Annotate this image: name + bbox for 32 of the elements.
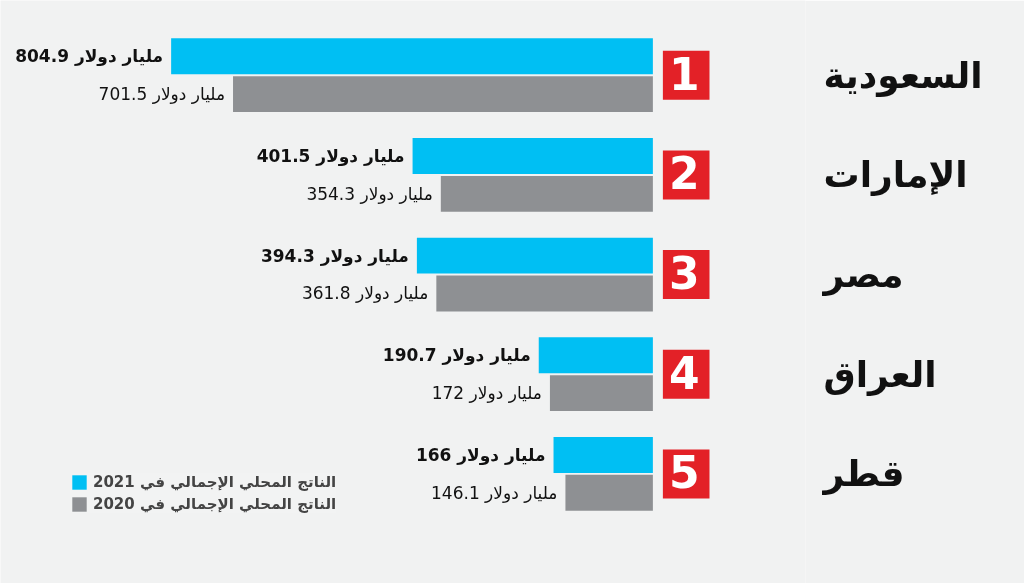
annotation: 1 [668,48,700,100]
data-label: 401.5 مليار دولار [256,145,405,167]
y-tick-label: الإمارات [823,154,968,197]
bar [565,474,653,511]
y-tick-label: العراق [823,353,937,396]
bar [440,175,653,212]
annotation: 2 [668,148,700,200]
annotation: 3 [668,248,700,300]
y-tick-label: مصر [821,254,904,297]
data-label: 354.3 مليار دولار [306,183,433,204]
bar [233,76,653,113]
bar [436,275,653,312]
data-label: 361.8 مليار دولار [301,283,429,304]
y-tick-label: قطر [821,453,905,496]
bar [171,38,653,75]
data-label: 172 مليار دولار [431,383,542,404]
legend-label: الناتج المحلي الإجمالي في 2020 [93,495,337,513]
data-label: 804.9 مليار دولار [15,46,164,68]
annotation: 5 [668,447,700,499]
data-label: 701.5 مليار دولار [98,84,226,105]
data-label: 394.3 مليار دولار [260,245,409,267]
bar [553,437,653,473]
bar [538,337,653,374]
data-label: 166 مليار دولار [415,444,546,466]
bar [549,375,653,412]
y-tick-label: السعودية [823,54,983,97]
annotation: 4 [668,347,700,399]
bar [412,138,653,174]
data-label: 190.7 مليار دولار [382,345,531,367]
data-label: 146.1 مليار دولار [431,482,558,503]
legend-label: الناتج المحلي الإجمالي في 2021 [93,473,337,491]
bar [416,237,653,274]
